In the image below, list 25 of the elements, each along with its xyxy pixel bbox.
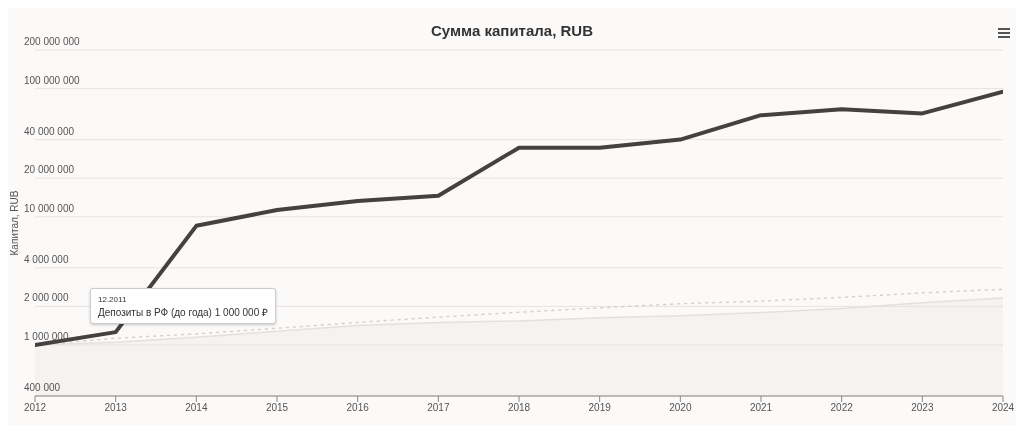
annotation: Депозиты в РФ (до года) 1 000 000 ₽ <box>98 306 268 319</box>
x-tick-label: 2022 <box>830 402 854 414</box>
chart-title: Сумма капитала, RUB <box>430 22 593 39</box>
x-tick-label: 2015 <box>265 402 289 414</box>
x-tick-label: 2012 <box>23 402 47 414</box>
x-tick-label: 2017 <box>427 402 450 414</box>
y-tick-label: 2 000 000 <box>24 292 69 304</box>
x-tick-label: 2013 <box>104 402 128 414</box>
y-tick-label: 10 000 000 <box>24 202 75 214</box>
y-tick-label: 40 000 000 <box>24 125 75 137</box>
x-tick-label: 2024 <box>991 402 1015 414</box>
y-tick-label: 4 000 000 <box>24 253 69 265</box>
x-tick-label: 2021 <box>749 402 773 414</box>
x-tick-label: 2019 <box>588 402 612 414</box>
x-tick-label: 2023 <box>911 402 934 414</box>
y-tick-label: 20 000 000 <box>24 164 75 176</box>
x-tick-label: 2014 <box>185 402 208 414</box>
annotation: 12.2011 <box>98 294 128 306</box>
y-tick-label: 200 000 000 <box>24 36 81 47</box>
y-axis-title: Капитал, RUB <box>9 190 20 256</box>
y-tick-label: 100 000 000 <box>24 74 81 86</box>
x-tick-label: 2020 <box>669 402 692 414</box>
x-tick-label: 2018 <box>507 402 531 414</box>
y-tick-label: 400 000 <box>24 382 61 393</box>
x-tick-label: 2016 <box>346 402 370 414</box>
